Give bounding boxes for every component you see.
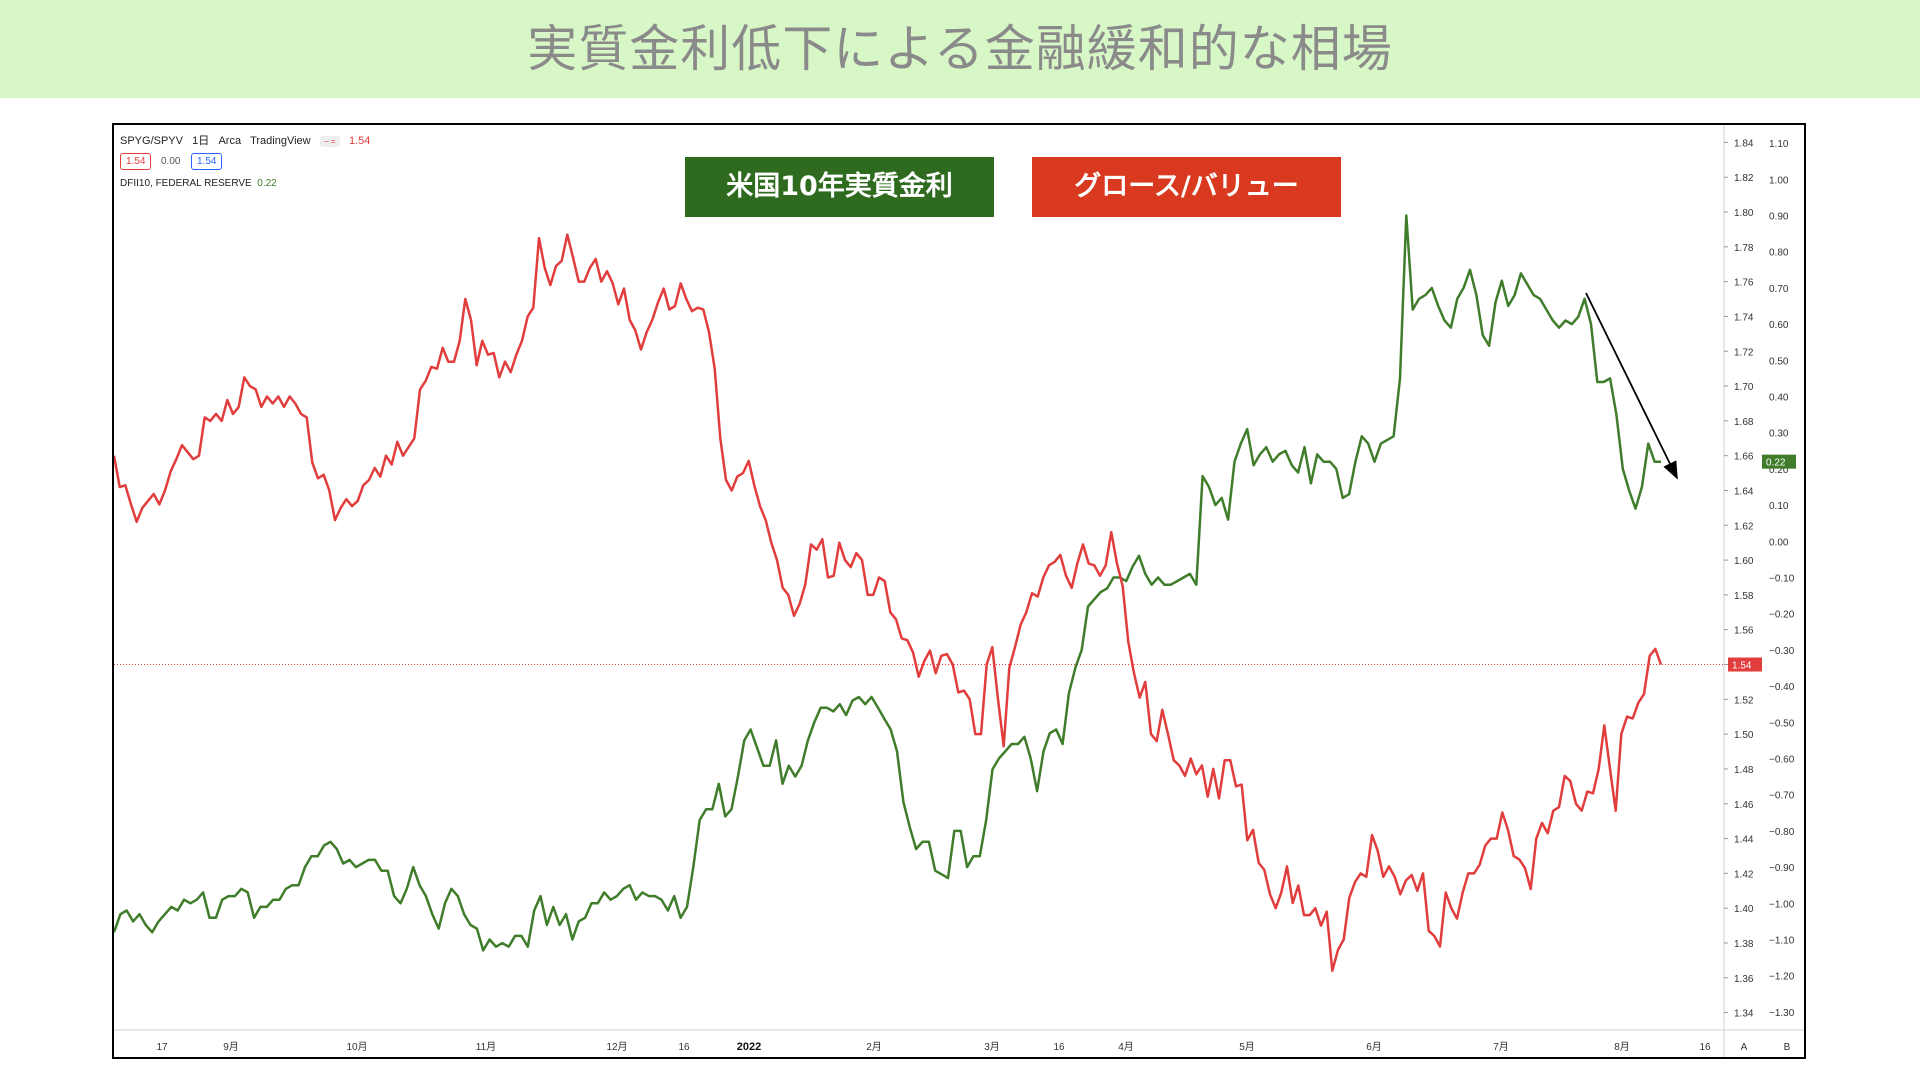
right-axis-tick-label: −1.30: [1769, 1008, 1795, 1019]
left-axis-tick-label: 1.40: [1734, 904, 1754, 915]
right-axis-tick-label: 0.90: [1769, 212, 1789, 223]
growth-value-line: [114, 233, 1663, 973]
left-axis-tick-label: 1.48: [1734, 765, 1754, 776]
right-axis-tick-label: 1.10: [1769, 139, 1789, 150]
left-axis-tick-label: 1.56: [1734, 626, 1754, 637]
right-axis-tick-label: −0.40: [1769, 682, 1795, 693]
legend-growth-value: グロース/バリュー: [1032, 157, 1341, 217]
right-axis-tick-label: 0.30: [1769, 429, 1789, 440]
left-axis-tick-label: 1.52: [1734, 695, 1754, 706]
right-axis-tick-label: 0.80: [1769, 248, 1789, 259]
right-axis-tick-label: 1.00: [1769, 175, 1789, 186]
left-axis-tick-label: 1.74: [1734, 312, 1754, 323]
left-axis-tick-label: 1.76: [1734, 278, 1754, 289]
right-axis-tick-label: −0.80: [1769, 827, 1795, 838]
interval-label[interactable]: 1日: [192, 135, 210, 147]
left-axis-tick-label: 1.36: [1734, 974, 1754, 985]
left-axis-tick-label: 1.72: [1734, 347, 1754, 358]
right-axis-tick-label: 0.00: [1769, 537, 1789, 548]
right-axis-tick-label: 0.60: [1769, 320, 1789, 331]
x-axis-tick-label: 8月: [1614, 1041, 1630, 1053]
x-axis-tick-label: 2月: [866, 1041, 882, 1053]
ohlc-value-2: 0.00: [161, 156, 181, 167]
x-axis-tick-label: 7月: [1493, 1041, 1509, 1053]
left-axis-tick-label: 1.58: [1734, 591, 1754, 602]
x-axis-tick-label: 16: [1699, 1042, 1711, 1053]
x-axis-tick-label: 10月: [346, 1041, 367, 1053]
right-axis-tick-label: −1.00: [1769, 899, 1795, 910]
left-axis-tick-label: 1.82: [1734, 173, 1754, 184]
left-axis-tick-label: 1.70: [1734, 382, 1754, 393]
secondary-value: 0.22: [257, 178, 277, 189]
right-axis-tick-label: 0.10: [1769, 501, 1789, 512]
symbol-line: SPYG/SPYV 1日 Arca TradingView − = 1.54: [120, 132, 370, 148]
left-axis-tick-label: 1.64: [1734, 486, 1754, 497]
x-axis-tick-label: 16: [678, 1042, 690, 1053]
x-axis-tick-label: 11月: [476, 1041, 496, 1053]
real-rate-line: [114, 214, 1661, 952]
right-axis-tick-label: −0.90: [1769, 863, 1795, 874]
page-title: 実質金利低下による金融緩和的な相場: [527, 20, 1393, 78]
last-value: 1.54: [348, 135, 371, 147]
left-axis-tick-label: 1.60: [1734, 556, 1754, 567]
x-axis-tick-label: 3月: [984, 1041, 1000, 1053]
right-axis-tick-label: −0.60: [1769, 755, 1795, 766]
left-axis-tick-label: 1.68: [1734, 417, 1754, 428]
left-axis-tick-label: 1.62: [1734, 521, 1754, 532]
legend-real-rate: 米国10年実質金利: [685, 157, 994, 217]
x-axis-tick-label: 5月: [1239, 1041, 1255, 1053]
growth-value-last-badge-label: 1.54: [1732, 661, 1752, 672]
right-axis-tick-label: −0.10: [1769, 574, 1795, 585]
right-axis-tick-label: −0.70: [1769, 791, 1795, 802]
source-label: TradingView: [250, 135, 311, 147]
growth-value-last-badge: [1728, 657, 1762, 672]
axis-button-a: A: [1741, 1042, 1748, 1053]
chart-canvas[interactable]: 1.84 1.82 1.80 1.78 1.76 1.74 1.72 1.70 1.68 1.66…: [114, 125, 1804, 1057]
collapse-icon[interactable]: − =: [319, 135, 340, 147]
real-rate-last-badge-label: 0.22: [1766, 458, 1786, 469]
exchange-label: Arca: [218, 135, 242, 147]
axis-button-b: B: [1784, 1042, 1791, 1053]
right-axis-tick-label: 0.70: [1769, 284, 1789, 295]
left-axis-tick-label: 1.42: [1734, 869, 1754, 880]
right-axis-tick-label: −0.50: [1769, 718, 1795, 729]
x-axis-tick-label: 12月: [606, 1041, 627, 1053]
symbol-name[interactable]: SPYG/SPYV: [120, 135, 183, 147]
title-banner: [0, 0, 1920, 98]
x-axis-tick-label: 2022: [737, 1041, 761, 1053]
real-rate-last-badge: [1762, 454, 1796, 469]
right-axis-tick-label: −1.10: [1769, 936, 1795, 947]
secondary-line: DFII10, FEDERAL RESERVE 0.22: [120, 178, 277, 189]
left-axis-tick-label: 1.78: [1734, 243, 1754, 254]
right-axis-tick-label: 0.40: [1769, 393, 1789, 404]
right-axis-tick-label: 0.50: [1769, 356, 1789, 367]
x-axis-tick-label: 9月: [223, 1041, 239, 1053]
secondary-symbol[interactable]: DFII10, FEDERAL RESERVE: [120, 178, 252, 189]
x-axis-tick-label: 4月: [1118, 1041, 1134, 1053]
left-axis-tick-label: 1.66: [1734, 452, 1754, 463]
ohlc-value-1: 1.54: [120, 153, 152, 170]
left-axis-tick-label: 1.38: [1734, 939, 1754, 950]
x-axis-tick-label: 16: [1053, 1042, 1065, 1053]
left-axis-tick-label: 1.80: [1734, 208, 1754, 219]
ohlc-value-3: 1.54: [191, 153, 223, 170]
x-axis-tick-label: 17: [156, 1042, 168, 1053]
right-axis-tick-label: −0.30: [1769, 646, 1795, 657]
left-axis-tick-label: 1.84: [1734, 138, 1754, 149]
left-axis-tick-label: 1.46: [1734, 800, 1754, 811]
right-axis-tick-label: 0.20: [1769, 465, 1789, 476]
chart-frame: 1.84 1.82 1.80 1.78 1.76 1.74 1.72 1.70 1.68 1.66…: [112, 123, 1806, 1059]
left-axis-tick-label: 1.44: [1734, 835, 1754, 846]
right-axis-tick-label: −0.20: [1769, 610, 1795, 621]
left-axis-tick-label: 1.50: [1734, 730, 1754, 741]
left-axis-tick-label: 1.34: [1734, 1009, 1754, 1020]
x-axis-tick-label: 6月: [1366, 1041, 1382, 1053]
decline-arrow: [1585, 292, 1678, 480]
right-axis-tick-label: −1.20: [1769, 972, 1795, 983]
